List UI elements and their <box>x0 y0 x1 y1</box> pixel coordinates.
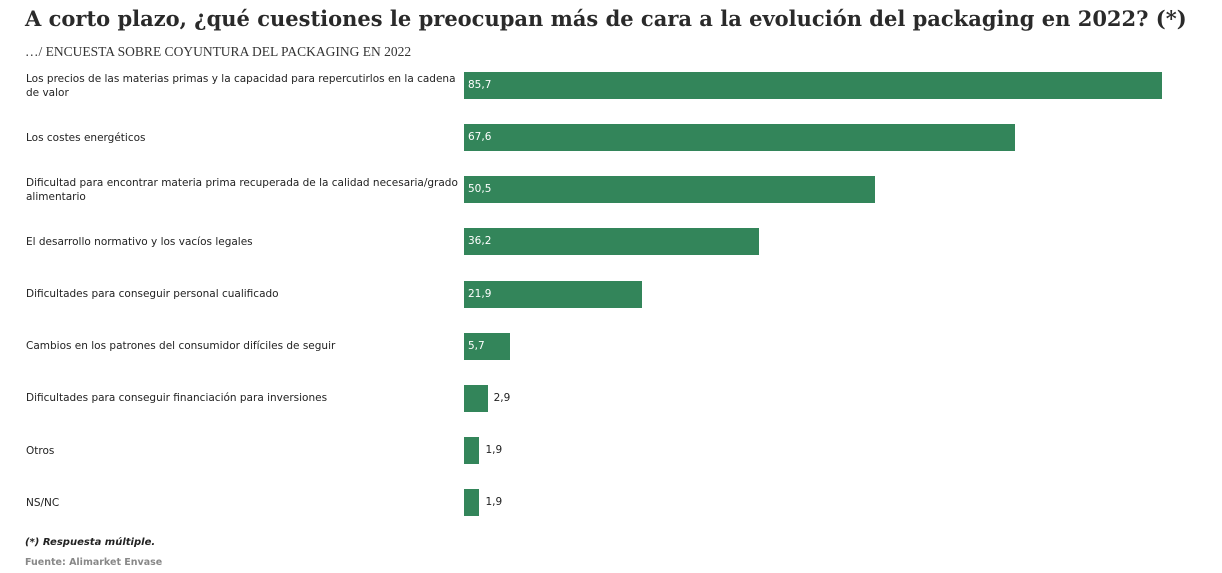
bar <box>464 72 1162 99</box>
value-label: 85,7 <box>468 79 492 91</box>
category-label: Cambios en los patrones del consumidor d… <box>26 340 336 353</box>
value-label: 5,7 <box>468 339 485 352</box>
category-label: Dificultad para encontrar materia prima … <box>26 176 458 203</box>
category-label: El desarrollo normativo y los vacíos leg… <box>26 235 253 248</box>
category-label: Los costes energéticos <box>26 131 146 144</box>
value-label: 21,9 <box>468 287 492 300</box>
note: (*) Respuesta múltiple. <box>25 537 156 548</box>
bar <box>464 280 643 308</box>
value-label: 36,2 <box>468 235 492 248</box>
value-label: 1,9 <box>485 496 503 509</box>
bar <box>464 437 480 465</box>
value-label: 2,9 <box>493 391 511 404</box>
category-label: Dificultades para conseguir personal cua… <box>26 288 279 301</box>
bar <box>464 384 488 412</box>
bar <box>464 228 759 256</box>
bar <box>464 332 511 360</box>
source: Fuente: Alimarket Envase <box>25 557 163 568</box>
bar <box>464 124 1015 152</box>
value-label: 1,9 <box>485 444 503 457</box>
value-label: 67,6 <box>468 131 492 144</box>
chart-subtitle: …/ ENCUESTA SOBRE COYUNTURA DEL PACKAGIN… <box>25 44 412 59</box>
category-label: Dificultades para conseguir financiación… <box>26 392 328 405</box>
bar <box>464 176 876 204</box>
category-label: Otros <box>26 444 55 457</box>
bar <box>464 489 480 517</box>
chart-title: A corto plazo, ¿qué cuestiones le preocu… <box>25 6 1187 31</box>
category-label: NS/NC <box>26 496 60 509</box>
category-label: Los precios de las materias primas y la … <box>26 72 456 99</box>
value-label: 50,5 <box>468 183 492 196</box>
